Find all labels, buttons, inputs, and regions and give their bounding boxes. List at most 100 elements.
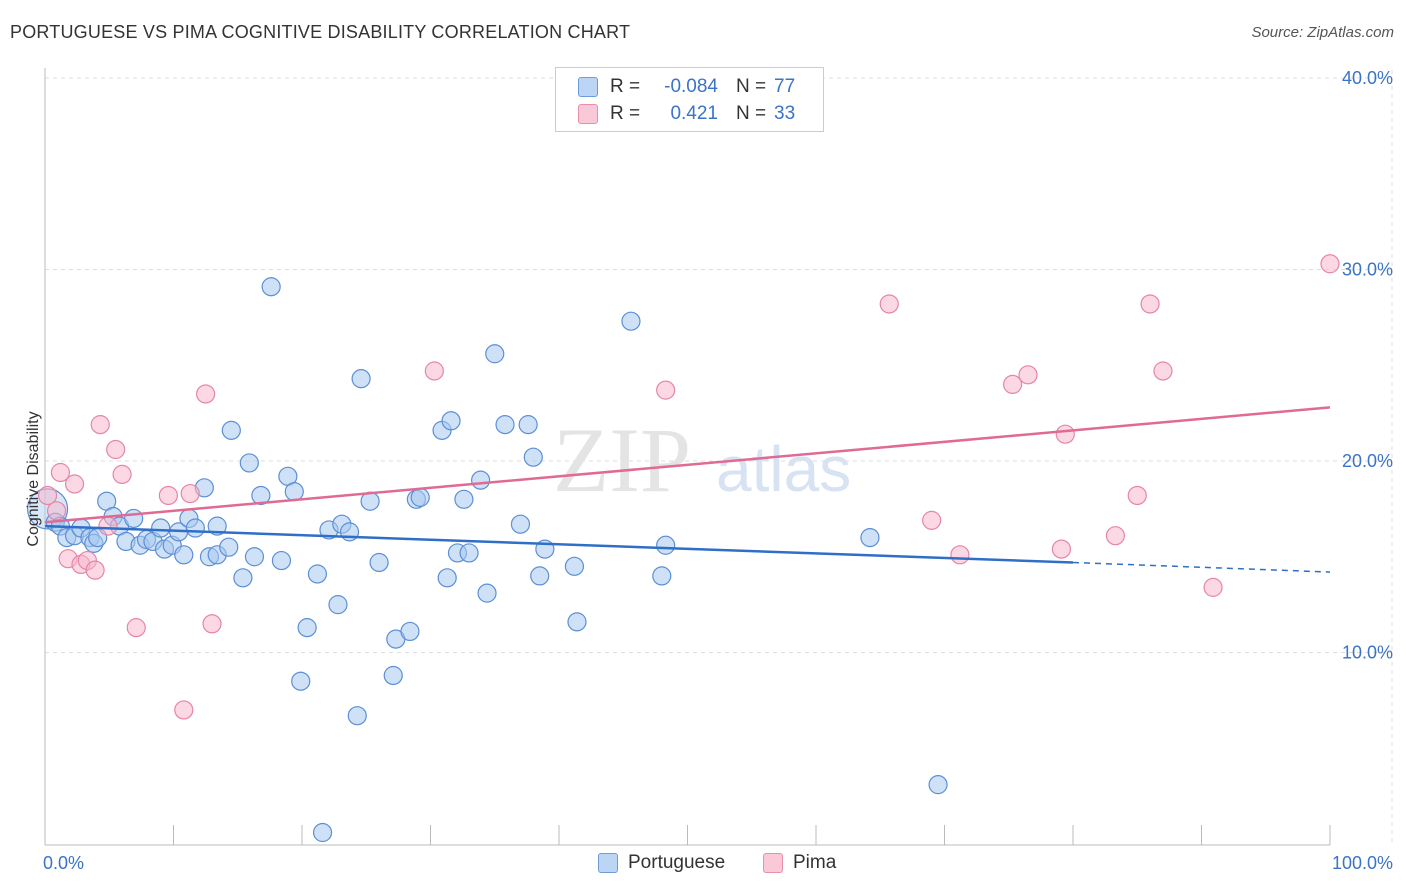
pima-n-value: 33 xyxy=(774,103,796,124)
pima-point xyxy=(180,483,200,504)
portuguese-point xyxy=(233,568,253,588)
chart-title: PORTUGUESE VS PIMA COGNITIVE DISABILITY … xyxy=(10,22,631,42)
trend-lines xyxy=(44,406,1331,573)
y-tick-label: 30.0% xyxy=(1342,260,1393,280)
portuguese-point xyxy=(124,508,144,529)
pima-point xyxy=(98,516,118,536)
legend-row-pima: R = 0.421 N = 33 xyxy=(578,101,795,127)
pima-point xyxy=(196,384,216,404)
portuguese-r-value: -0.084 xyxy=(664,76,718,97)
pima-point xyxy=(46,501,67,521)
y-tick-label: 40.0% xyxy=(1342,68,1393,88)
pima-point xyxy=(950,545,970,565)
pima-point xyxy=(1320,254,1340,274)
portuguese-point xyxy=(328,595,348,615)
pima-point xyxy=(202,614,222,634)
pima-point xyxy=(1140,294,1160,314)
pima-n-label: N = xyxy=(736,103,767,124)
pima-r-value: 0.421 xyxy=(670,103,718,124)
pima-point xyxy=(112,464,132,485)
source-label: Source: ZipAtlas.com xyxy=(1251,24,1394,41)
pima-point xyxy=(1203,577,1223,597)
pima-trend-line xyxy=(44,406,1331,524)
portuguese-point xyxy=(307,564,328,584)
portuguese-point xyxy=(441,411,461,431)
portuguese-point xyxy=(221,420,241,440)
axes xyxy=(44,68,1331,846)
pima-point xyxy=(1051,539,1072,559)
portuguese-swatch xyxy=(578,77,598,97)
portuguese-point xyxy=(495,415,515,435)
pima-point xyxy=(879,294,899,314)
pima-point xyxy=(37,485,58,506)
pima-point xyxy=(1018,365,1038,385)
pima-point xyxy=(85,560,105,580)
pima-point xyxy=(1055,424,1075,444)
pima-legend-label: Pima xyxy=(793,852,837,873)
portuguese-point xyxy=(151,518,171,538)
watermark: ZIP atlas xyxy=(553,409,851,511)
portuguese-point xyxy=(454,489,474,509)
pima-point xyxy=(656,380,676,400)
portuguese-legend-label: Portuguese xyxy=(628,852,726,873)
watermark-atlas: atlas xyxy=(716,433,851,505)
portuguese-trend-line xyxy=(44,524,1074,564)
pima-point xyxy=(1003,374,1023,394)
portuguese-point xyxy=(185,518,205,538)
watermark-zip: ZIP xyxy=(553,409,691,511)
portuguese-trend-extension xyxy=(1072,561,1331,573)
portuguese-point xyxy=(928,775,948,795)
y-tick-label: 20.0% xyxy=(1342,451,1393,471)
y-axis-label: Cognitive Disability xyxy=(25,411,42,547)
pima-point xyxy=(106,439,126,460)
portuguese-point xyxy=(523,447,543,467)
portuguese-n-label: N = xyxy=(736,76,767,97)
pima-point xyxy=(1127,485,1147,506)
tick-labels: 10.0% 20.0% 30.0% 40.0% 0.0% 100.0% xyxy=(43,68,1393,873)
portuguese-n-value: 77 xyxy=(774,76,796,97)
portuguese-point xyxy=(477,583,497,603)
pima-point xyxy=(50,462,71,483)
series-legend: Portuguese Pima xyxy=(0,852,1406,878)
portuguese-point xyxy=(284,482,304,502)
pima-point xyxy=(158,485,178,506)
pima-point xyxy=(90,415,110,435)
pima-swatch xyxy=(578,104,598,124)
pima-r-label: R = xyxy=(610,103,641,124)
portuguese-point xyxy=(383,665,403,686)
portuguese-point xyxy=(518,415,538,435)
portuguese-point xyxy=(530,566,550,586)
x-tick-label: 100.0% xyxy=(1332,853,1393,873)
portuguese-point xyxy=(291,671,311,691)
y-axis-label-wrap: Cognitive Disability xyxy=(16,390,42,590)
x-tick-label: 0.0% xyxy=(43,853,84,873)
portuguese-point xyxy=(652,566,672,586)
portuguese-point xyxy=(510,514,531,534)
pima-point xyxy=(922,510,942,530)
legend-item-pima[interactable]: Pima xyxy=(763,852,836,874)
portuguese-point xyxy=(244,547,265,567)
pima-point xyxy=(1153,361,1173,381)
pima-legend-swatch xyxy=(763,853,783,873)
portuguese-point xyxy=(567,612,587,632)
portuguese-point xyxy=(297,618,317,638)
portuguese-point xyxy=(656,535,676,555)
portuguese-point xyxy=(410,487,430,507)
portuguese-legend-swatch xyxy=(598,853,618,873)
grid-lines xyxy=(45,70,1393,845)
portuguese-point xyxy=(261,277,281,297)
y-tick-label: 10.0% xyxy=(1342,643,1393,663)
portuguese-point xyxy=(459,543,479,563)
pima-point xyxy=(126,618,146,638)
portuguese-point xyxy=(400,621,420,642)
legend-row-portuguese: R = -0.084 N = 77 xyxy=(578,74,795,100)
portuguese-point xyxy=(369,552,389,573)
portuguese-point xyxy=(207,516,227,536)
portuguese-point xyxy=(621,311,641,331)
portuguese-point xyxy=(271,550,292,571)
portuguese-point xyxy=(312,822,333,843)
legend-item-portuguese[interactable]: Portuguese xyxy=(598,852,725,874)
pima-point xyxy=(1105,526,1126,546)
pima-point xyxy=(174,700,194,720)
